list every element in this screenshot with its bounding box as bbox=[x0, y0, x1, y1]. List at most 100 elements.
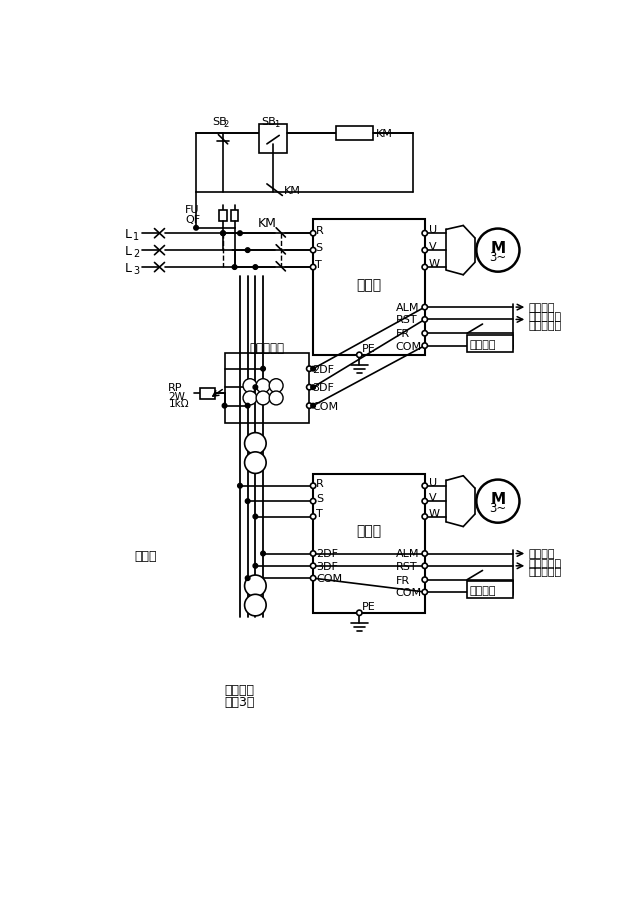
Circle shape bbox=[261, 367, 265, 372]
Circle shape bbox=[357, 353, 362, 358]
Circle shape bbox=[422, 265, 428, 271]
Text: 启动开关: 启动开关 bbox=[469, 340, 496, 350]
Text: SB: SB bbox=[261, 117, 276, 127]
Circle shape bbox=[422, 551, 428, 557]
Circle shape bbox=[194, 226, 198, 230]
Circle shape bbox=[221, 231, 225, 236]
Text: QF: QF bbox=[185, 214, 200, 224]
Text: 变频器: 变频器 bbox=[356, 524, 381, 537]
Circle shape bbox=[253, 265, 258, 270]
Text: RST: RST bbox=[395, 315, 417, 325]
Circle shape bbox=[310, 248, 316, 253]
Text: T: T bbox=[316, 260, 322, 270]
Text: 异常时开路: 异常时开路 bbox=[529, 567, 562, 577]
Circle shape bbox=[245, 595, 266, 616]
Circle shape bbox=[477, 480, 520, 523]
Text: L: L bbox=[124, 261, 131, 274]
Text: M: M bbox=[490, 491, 506, 506]
Bar bbox=[225, 353, 309, 423]
Text: RP: RP bbox=[168, 383, 183, 393]
Text: COM: COM bbox=[395, 342, 422, 352]
Circle shape bbox=[311, 404, 316, 408]
Text: U: U bbox=[429, 477, 437, 487]
Text: 3~: 3~ bbox=[489, 251, 507, 263]
Text: ALM: ALM bbox=[395, 302, 419, 312]
Bar bbox=[231, 210, 238, 221]
Text: KM: KM bbox=[258, 217, 276, 230]
Text: 异常时开路: 异常时开路 bbox=[529, 321, 562, 331]
Text: 连接3台: 连接3台 bbox=[225, 695, 255, 708]
Circle shape bbox=[221, 231, 225, 236]
Circle shape bbox=[256, 379, 270, 394]
Text: 异常信号: 异常信号 bbox=[529, 549, 555, 558]
Text: KM: KM bbox=[284, 186, 301, 196]
Circle shape bbox=[311, 385, 316, 390]
Circle shape bbox=[245, 404, 250, 408]
Text: R: R bbox=[316, 478, 324, 488]
Bar bbox=[336, 127, 373, 141]
Circle shape bbox=[245, 576, 250, 581]
Circle shape bbox=[357, 610, 362, 616]
Bar bbox=[219, 210, 227, 221]
Circle shape bbox=[310, 576, 316, 581]
Bar bbox=[313, 220, 425, 355]
Circle shape bbox=[243, 379, 257, 394]
Text: FR: FR bbox=[395, 575, 410, 585]
Circle shape bbox=[310, 515, 316, 519]
Text: V: V bbox=[429, 493, 436, 503]
Circle shape bbox=[422, 564, 428, 568]
Circle shape bbox=[253, 385, 258, 390]
Circle shape bbox=[422, 578, 428, 583]
Text: 变频器: 变频器 bbox=[356, 278, 381, 292]
Circle shape bbox=[307, 404, 312, 409]
Text: 2DF: 2DF bbox=[316, 549, 338, 558]
Circle shape bbox=[253, 515, 258, 519]
Text: 频率给定器: 频率给定器 bbox=[249, 342, 285, 354]
Text: 启动开关: 启动开关 bbox=[469, 586, 496, 596]
Circle shape bbox=[245, 433, 266, 455]
Circle shape bbox=[422, 248, 428, 253]
Circle shape bbox=[310, 499, 316, 505]
Text: W: W bbox=[429, 508, 440, 518]
Circle shape bbox=[422, 305, 428, 311]
Circle shape bbox=[245, 249, 250, 253]
Circle shape bbox=[422, 231, 428, 237]
Circle shape bbox=[422, 484, 428, 489]
Text: L: L bbox=[124, 244, 131, 257]
Text: 正常时闭路: 正常时闭路 bbox=[529, 558, 562, 568]
Text: 2DF: 2DF bbox=[312, 364, 334, 374]
Circle shape bbox=[477, 230, 520, 272]
Circle shape bbox=[269, 392, 283, 405]
Text: COM: COM bbox=[395, 588, 422, 598]
Text: 总共可以: 总共可以 bbox=[225, 683, 254, 697]
Text: 2W: 2W bbox=[168, 391, 185, 401]
Circle shape bbox=[245, 453, 266, 474]
Circle shape bbox=[422, 317, 428, 322]
Text: ALM: ALM bbox=[395, 549, 419, 558]
Circle shape bbox=[422, 589, 428, 595]
Circle shape bbox=[245, 576, 266, 597]
Text: 2: 2 bbox=[133, 249, 139, 259]
Text: 1kΩ: 1kΩ bbox=[168, 399, 189, 409]
Text: PE: PE bbox=[362, 601, 375, 611]
Text: COM: COM bbox=[316, 574, 343, 584]
Circle shape bbox=[232, 265, 237, 270]
Text: R: R bbox=[316, 226, 323, 236]
Circle shape bbox=[307, 366, 312, 372]
Circle shape bbox=[269, 379, 283, 394]
Text: 3DF: 3DF bbox=[316, 561, 338, 571]
Circle shape bbox=[310, 564, 316, 568]
Text: S: S bbox=[316, 242, 323, 252]
Circle shape bbox=[310, 231, 316, 237]
Text: PE: PE bbox=[362, 343, 375, 353]
Bar bbox=[467, 335, 513, 353]
Text: M: M bbox=[490, 241, 506, 255]
Text: 异常信号: 异常信号 bbox=[529, 302, 555, 312]
Text: 1: 1 bbox=[274, 119, 279, 128]
Circle shape bbox=[311, 367, 316, 372]
Circle shape bbox=[222, 404, 227, 408]
Text: V: V bbox=[429, 242, 436, 252]
Bar bbox=[259, 125, 287, 154]
Bar bbox=[200, 388, 215, 399]
Circle shape bbox=[422, 332, 428, 336]
